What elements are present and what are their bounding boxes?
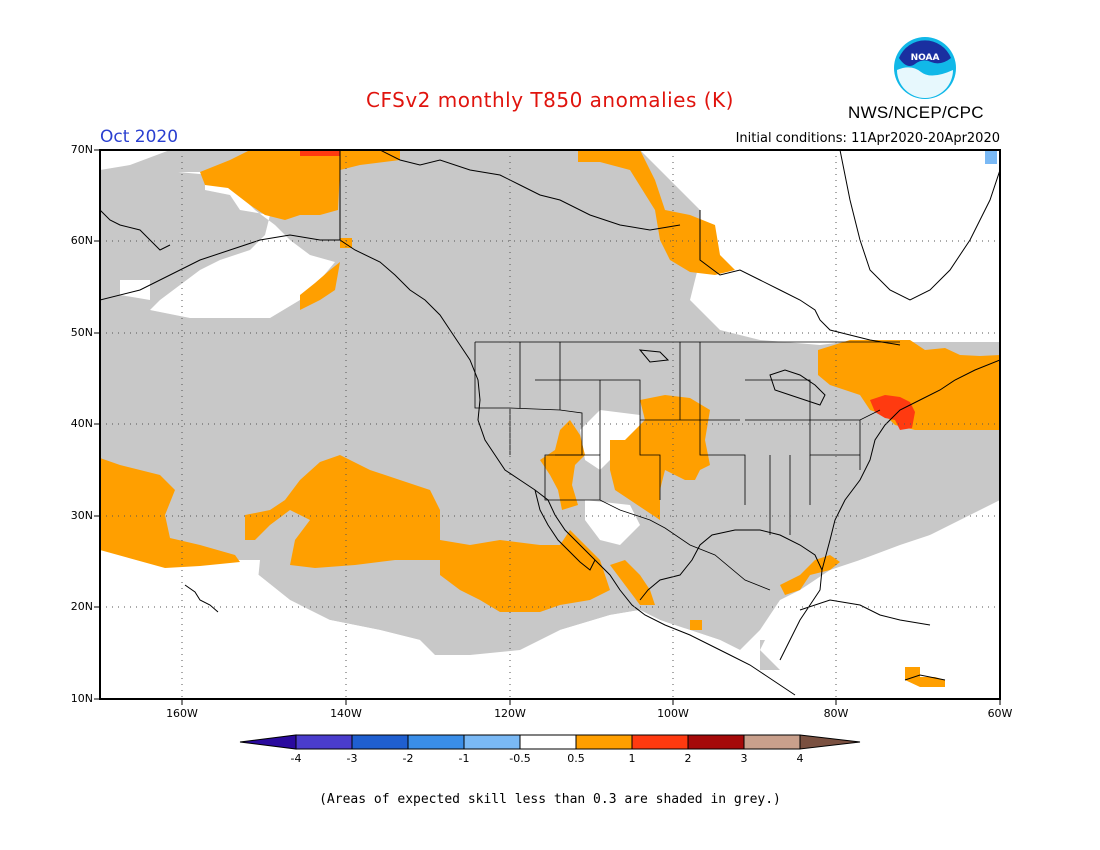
lon-label-140w: 140W: [330, 707, 362, 720]
skill-footnote: (Areas of expected skill less than 0.3 a…: [319, 792, 781, 807]
lat-label-70n: 70N: [70, 143, 93, 156]
forecast-month: Oct 2020: [100, 127, 179, 147]
anomaly-orange-region: [100, 150, 1000, 687]
gridlines: [100, 150, 1000, 699]
lat-label-60n: 60N: [70, 234, 93, 247]
noaa-logo: NOAA: [894, 37, 956, 99]
chart-title: CFSv2 monthly T850 anomalies (K): [366, 88, 734, 112]
white-regions: [100, 150, 1000, 699]
colorbar-label: -3: [346, 752, 358, 765]
colorbar-label: -2: [402, 752, 414, 765]
logo-text: NOAA: [911, 53, 940, 63]
initial-conditions: Initial conditions: 11Apr2020-20Apr2020: [735, 131, 1000, 146]
lat-label-40n: 40N: [70, 417, 93, 430]
lon-label-80w: 80W: [823, 707, 849, 720]
coastlines: [100, 150, 1000, 696]
colorbar-label: 4: [796, 752, 804, 765]
lat-label-30n: 30N: [70, 509, 93, 522]
colorbar-label: -4: [290, 752, 302, 765]
colorbar-label: -0.5: [509, 752, 531, 765]
lon-label-160w: 160W: [166, 707, 198, 720]
lat-label-10n: 10N: [70, 692, 93, 705]
anomaly-blue-cell: [985, 150, 997, 164]
political-borders: [339, 150, 900, 591]
colorbar-label: 3: [740, 752, 748, 765]
lat-label-20n: 20N: [70, 600, 93, 613]
axis-ticks: [94, 149, 1001, 705]
lon-label-60w: 60W: [987, 707, 1013, 720]
anomaly-red-region: [300, 150, 915, 430]
colorbar-label: 2: [684, 752, 692, 765]
agency-label: NWS/NCEP/CPC: [848, 103, 984, 122]
colorbar-label: 0.5: [567, 752, 585, 765]
lon-label-100w: 100W: [657, 707, 689, 720]
colorbar-label: -1: [458, 752, 470, 765]
lon-label-120w: 120W: [494, 707, 526, 720]
lat-label-50n: 50N: [70, 326, 93, 339]
colorbar-label: 1: [628, 752, 636, 765]
